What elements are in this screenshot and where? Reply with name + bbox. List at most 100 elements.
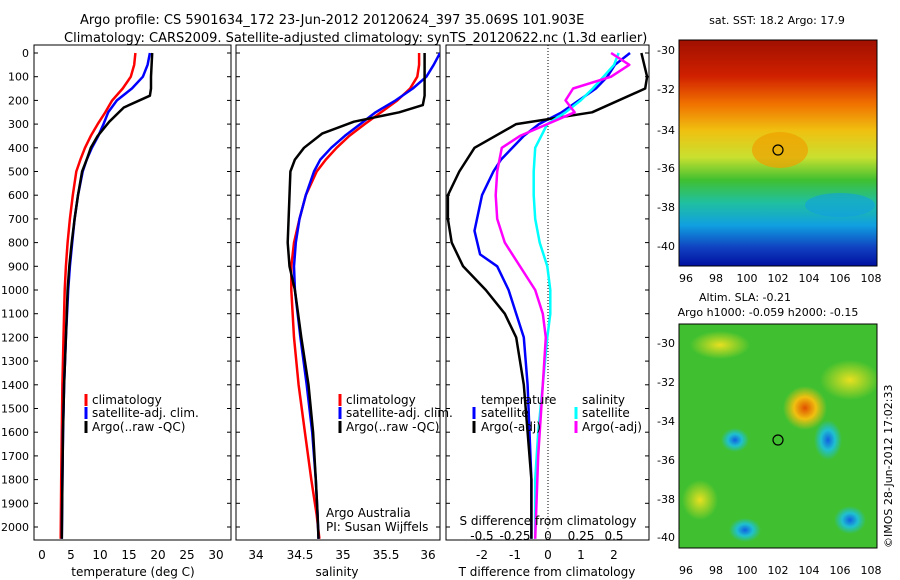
depth-tick-label: 1000 (1, 284, 29, 297)
sla-anomaly (690, 331, 750, 359)
salinity-series-group (286, 52, 440, 539)
lon-tick-label: 100 (737, 272, 758, 285)
lon-tick-label: 100 (737, 564, 758, 577)
lon-tick-label: 102 (768, 272, 789, 285)
depth-tick-label: 1200 (1, 331, 29, 344)
legend-label: satellite (481, 406, 529, 420)
s-difference-label: S difference from climatology (460, 514, 637, 528)
s-tick-label: 0 (544, 529, 552, 543)
lon-tick-label: 102 (768, 564, 789, 577)
lat-tick-label: -38 (657, 201, 675, 214)
depth-tick-label: 400 (8, 142, 29, 155)
legend-label: climatology (346, 393, 416, 407)
temperature-series-group (59, 52, 154, 539)
legend-label: Argo(-adj) (582, 420, 642, 434)
depth-tick-label: 1100 (1, 308, 29, 321)
salinity-tick-label: 35 (335, 548, 350, 562)
temperature-x-ticks: 0 5 10 15 20 25 30 (38, 548, 223, 562)
legend-title-temperature: temperature (481, 393, 556, 407)
s-tick-label: 0.25 (568, 529, 595, 543)
legend-label: Argo(-adj) (481, 420, 541, 434)
difference-x-label: T difference from climatology (458, 565, 636, 579)
legend-label: satellite (582, 406, 630, 420)
temperature-tick-label: 0 (38, 548, 46, 562)
difference-legend: temperature salinity satellite Argo(-adj… (472, 393, 642, 434)
lat-tick-label: -30 (657, 337, 675, 350)
depth-tick-label: 1300 (1, 355, 29, 368)
lon-tick-label: 108 (861, 272, 882, 285)
temperature-x-label: temperature (deg C) (71, 565, 194, 579)
lon-tick-label: 96 (679, 272, 693, 285)
legend-title-salinity: salinity (582, 393, 625, 407)
sla-lon-ticks: 96 98 100 102 104 106 108 (679, 564, 882, 577)
temperature-tick-label: 20 (150, 548, 165, 562)
lat-tick-label: -34 (657, 415, 675, 428)
depth-tick-label: 900 (8, 260, 29, 273)
salinity-tick-label: 34 (248, 548, 263, 562)
temperature-tick-label: 30 (208, 548, 223, 562)
sla-anomaly (682, 480, 718, 520)
lon-tick-label: 98 (709, 272, 723, 285)
legend-label: Argo(..raw -QC) (92, 420, 185, 434)
depth-tick-label: 1800 (1, 474, 29, 487)
legend-label: climatology (92, 393, 162, 407)
depth-tick-label: 200 (8, 94, 29, 107)
tick-marks (34, 52, 649, 528)
sla-lat-ticks: -30 -32 -34 -36 -38 -40 (657, 337, 675, 544)
data-source-note: Argo Australia (326, 506, 411, 520)
salinity-axes (235, 44, 441, 541)
lat-tick-label: -40 (657, 240, 675, 253)
salinity-legend: climatology satellite-adj. clim. Argo(..… (338, 393, 453, 434)
lat-tick-label: -36 (657, 454, 675, 467)
sst-lon-ticks: 96 98 100 102 104 106 108 (679, 272, 882, 285)
sst-lat-ticks: -30 -32 -34 -36 -38 -40 (657, 44, 675, 253)
lon-tick-label: 104 (799, 564, 820, 577)
sst-map (678, 39, 878, 267)
legend-label: satellite-adj. clim. (346, 406, 453, 420)
profile-curves (59, 51, 649, 539)
depth-tick-label: 500 (8, 166, 29, 179)
sla-map (678, 323, 880, 549)
depth-tick-label: 100 (8, 71, 29, 84)
temperature-tick-label: 5 (67, 548, 75, 562)
salinity-series-argo-raw-qc- (286, 53, 426, 539)
argo-float-marker (772, 434, 784, 446)
s-tick-label: -0.5 (470, 529, 493, 543)
difference-x-ticks: -2 -1 0 1 2 (476, 548, 618, 562)
difference-series-salinity-satellite (532, 52, 620, 539)
lon-tick-label: 96 (679, 564, 693, 577)
s-tick-label: 0.5 (604, 529, 623, 543)
difference-tick-label: 2 (610, 548, 618, 562)
difference-tick-label: -1 (509, 548, 521, 562)
lat-tick-label: -30 (657, 44, 675, 57)
sla-anomaly (721, 428, 749, 452)
depth-tick-label: 1600 (1, 426, 29, 439)
temperature-series-argo-raw-qc- (60, 52, 154, 539)
salinity-series-satellite-adj-clim- (292, 52, 440, 539)
imos-timestamp: ©IMOS 28-Jun-2012 17:02:33 (882, 384, 895, 548)
lon-tick-label: 106 (830, 272, 851, 285)
salinity-x-ticks: 34 34.5 35 35.5 36 (248, 548, 435, 562)
difference-tick-label: 0 (544, 548, 552, 562)
salinity-tick-label: 35.5 (373, 548, 400, 562)
temperature-tick-label: 15 (121, 548, 136, 562)
temperature-legend: climatology satellite-adj. clim. Argo(..… (84, 393, 199, 434)
depth-tick-label: 1500 (1, 403, 29, 416)
argo-float-marker (772, 144, 784, 156)
sst-warm-patch (752, 132, 808, 168)
difference-tick-label: -2 (476, 548, 488, 562)
lat-tick-label: -38 (657, 493, 675, 506)
depth-tick-label: 1700 (1, 450, 29, 463)
depth-tick-label: 0 (22, 47, 29, 60)
temperature-series-climatology (59, 52, 137, 539)
temperature-tick-label: 10 (92, 548, 107, 562)
header-line-1: Argo profile: CS 5901634_172 23-Jun-2012… (80, 13, 584, 28)
sla-anomaly (783, 386, 827, 430)
header-line-2: Climatology: CARS2009. Satellite-adjuste… (64, 31, 647, 46)
sla-anomaly (834, 506, 866, 534)
lat-tick-label: -32 (657, 83, 675, 96)
temperature-axes (33, 44, 232, 541)
depth-tick-label: 300 (8, 118, 29, 131)
depth-tick-label: 800 (8, 237, 29, 250)
